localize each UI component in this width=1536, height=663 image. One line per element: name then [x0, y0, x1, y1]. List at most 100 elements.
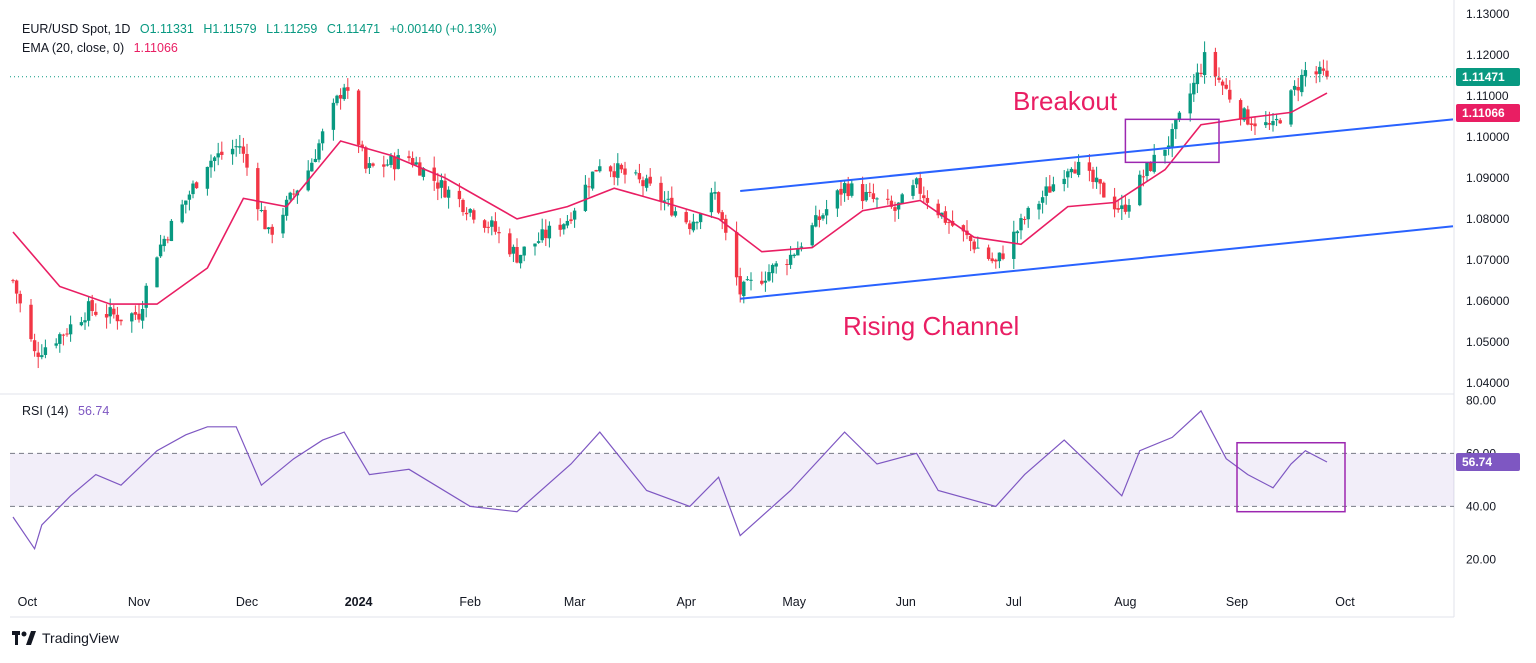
candle-body [61, 334, 66, 336]
open-value: O1.11331 [139, 22, 194, 36]
candle-body [205, 166, 210, 189]
candle-body [623, 168, 627, 175]
candle-body [184, 200, 188, 205]
time-axis-tick: Oct [1335, 595, 1355, 609]
candle-body [540, 229, 544, 241]
breakout-box [1124, 118, 1220, 164]
candle-body [547, 225, 552, 239]
candle-body [482, 220, 487, 228]
candle-body [281, 214, 285, 234]
candle-body [1303, 70, 1308, 76]
ema-label[interactable]: EMA (20, close, 0) [22, 41, 125, 55]
candle-body [43, 347, 48, 355]
tradingview-logo[interactable]: TradingView [12, 630, 119, 646]
candle-body [608, 166, 613, 172]
candle-body [410, 158, 415, 166]
candle-body [486, 226, 490, 228]
price-axis-tick: 1.09000 [1466, 171, 1510, 185]
rsi-axis-tick: 80.00 [1466, 393, 1496, 407]
candle-body [180, 204, 184, 223]
candle-body [392, 156, 397, 170]
candle-body [644, 178, 649, 188]
candle-body [997, 252, 1002, 262]
candle-body [54, 343, 58, 346]
candle-body [565, 220, 570, 226]
ema-value: 1.11066 [133, 41, 178, 55]
candle-body [821, 215, 825, 219]
candle-body [40, 355, 44, 358]
ema-legend: EMA (20, close, 0) 1.11066 [22, 41, 184, 55]
candle-body [1318, 66, 1322, 74]
candle-body [407, 156, 411, 159]
candle-body [738, 276, 742, 295]
candle-body [662, 200, 667, 202]
candle-body [83, 320, 87, 323]
candle-body [104, 314, 109, 318]
candle-body [1120, 205, 1124, 209]
candle-body [313, 158, 318, 163]
candle-body [288, 192, 292, 200]
candle-body [1098, 179, 1102, 184]
candle-body [1012, 231, 1016, 259]
candle-body [162, 238, 166, 247]
rsi-value-tag: 56.74 [1456, 452, 1520, 471]
candle-body [130, 313, 134, 322]
candle-body [1026, 207, 1030, 220]
candle-body [1249, 123, 1254, 125]
candle-body [414, 162, 418, 165]
candle-body [216, 153, 220, 158]
price-axis-tick: 1.05000 [1466, 335, 1510, 349]
candle-body [385, 164, 390, 166]
candle-body [371, 163, 375, 166]
candle-body [544, 229, 548, 239]
candle-body [659, 182, 663, 202]
candle-body [234, 146, 238, 148]
time-axis-tick: Apr [676, 595, 695, 609]
candle-body [1148, 162, 1153, 171]
price-axis-tick: 1.04000 [1466, 376, 1510, 390]
candle-body [335, 95, 339, 104]
candle-body [360, 144, 364, 148]
candle-body [666, 198, 670, 200]
candle-body [14, 280, 19, 294]
candle-body [1019, 218, 1023, 231]
price-axis-tick: 1.07000 [1466, 253, 1510, 267]
candle-body [464, 212, 469, 215]
symbol-label[interactable]: EUR/USD Spot, 1D [22, 22, 131, 36]
candle-body [194, 182, 199, 189]
candles-group [11, 41, 1329, 369]
candle-body [709, 192, 714, 213]
candle-body [1217, 77, 1221, 80]
price-axis-tick: 1.08000 [1466, 212, 1510, 226]
candle-body [1127, 205, 1131, 212]
candle-body [79, 322, 84, 326]
candle-body [1062, 178, 1066, 185]
candle-body [1213, 51, 1218, 77]
candle-body [742, 281, 746, 297]
candle-body [439, 180, 444, 188]
candle-body [418, 162, 422, 176]
candle-body [796, 248, 800, 256]
candle-body [533, 243, 537, 247]
candle-body [18, 293, 22, 304]
candle-body [342, 87, 346, 100]
candle-body [338, 94, 343, 99]
candle-body [1278, 120, 1282, 124]
candle-body [1314, 71, 1318, 75]
candle-body [1138, 174, 1142, 206]
candle-body [799, 246, 804, 248]
candle-body [511, 246, 516, 254]
candle-body [367, 163, 372, 168]
candle-body [331, 102, 336, 130]
candle-body [158, 244, 163, 257]
rsi-label[interactable]: RSI (14) [22, 404, 69, 418]
candle-body [688, 223, 692, 230]
candle-body [961, 225, 966, 232]
candle-body [860, 184, 865, 202]
candle-body [468, 209, 472, 213]
time-axis-tick: Feb [459, 595, 481, 609]
candle-body [835, 190, 840, 209]
candle-body [29, 304, 33, 340]
candle-body [1091, 169, 1095, 182]
